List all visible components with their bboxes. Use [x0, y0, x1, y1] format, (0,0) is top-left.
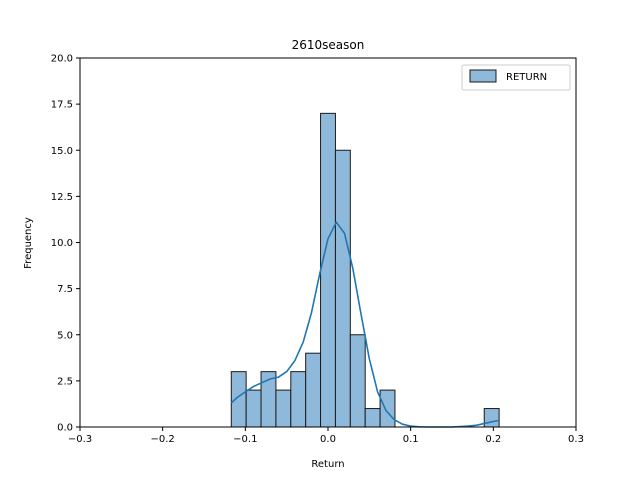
y-tick-label: 5.0: [57, 330, 73, 341]
x-tick-label: 0.1: [403, 434, 419, 445]
y-axis: 0.0 2.5 5.0 7.5 10.0 12.5 15.0 17.5 20.0: [51, 54, 80, 434]
y-tick-label: 17.5: [51, 100, 73, 111]
histogram-bar: [320, 112, 336, 428]
chart-title: 2610season: [292, 38, 365, 52]
x-tick-label: −0.2: [151, 434, 175, 445]
x-tick-label: 0.2: [485, 434, 501, 445]
y-tick-label: 7.5: [57, 284, 73, 295]
bars-layer: [230, 112, 500, 428]
x-tick-label: −0.1: [233, 434, 257, 445]
y-tick-label: 0.0: [57, 423, 73, 434]
histogram-bar: [230, 371, 247, 428]
histogram-bar: [483, 408, 500, 428]
legend: RETURN: [461, 64, 571, 91]
x-tick-label: −0.3: [68, 434, 92, 445]
histogram-bar: [305, 352, 322, 428]
histogram-bar: [245, 389, 262, 428]
x-tick-label: 0.0: [320, 434, 336, 445]
y-tick-label: 20.0: [51, 54, 73, 65]
histogram-bar: [334, 149, 351, 428]
histogram-bar: [290, 371, 307, 428]
y-tick-label: 15.0: [51, 146, 73, 157]
histogram-bar: [349, 334, 366, 428]
x-axis-label: Return: [311, 459, 344, 470]
y-tick-label: 10.0: [51, 238, 73, 249]
y-tick-label: 12.5: [51, 192, 73, 203]
y-tick-label: 2.5: [57, 376, 73, 387]
y-axis-label: Frequency: [23, 217, 34, 269]
histogram-bar: [275, 389, 292, 428]
histogram-bar: [379, 389, 396, 428]
legend-entry: RETURN: [506, 72, 547, 83]
x-tick-label: 0.3: [568, 434, 584, 445]
legend-swatch: [469, 69, 497, 83]
histogram-bar: [364, 408, 381, 428]
x-axis: −0.3 −0.2 −0.1 0.0 0.1 0.2 0.3: [68, 427, 584, 445]
